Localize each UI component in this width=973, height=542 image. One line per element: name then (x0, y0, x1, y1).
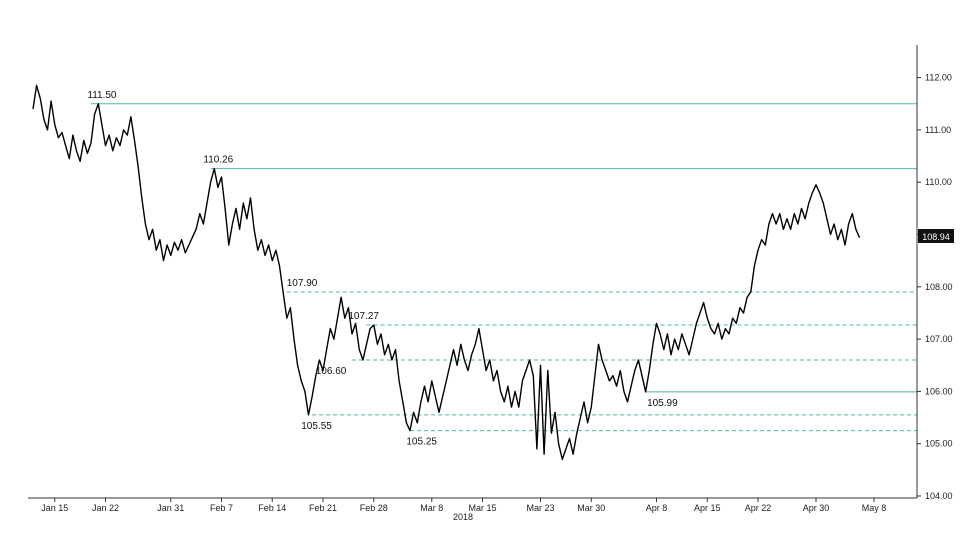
x-tick-label: May 8 (862, 503, 887, 513)
x-tick-label: Apr 30 (803, 503, 830, 513)
x-tick-label: Feb 14 (258, 503, 286, 513)
level-lines: 111.50 110.26 107.90 107.27 106.60 105.99 105.… (87, 90, 917, 448)
x-tick-label: Mar 15 (468, 503, 496, 513)
last-value-badge: 108.94 (918, 229, 954, 243)
level-label: 107.90 (287, 278, 318, 289)
x-tick-label: Feb 7 (210, 503, 233, 513)
x-tick-label: Jan 22 (92, 503, 119, 513)
level-label: 105.99 (647, 398, 678, 409)
last-value-badge-bg (918, 229, 954, 243)
level-label: 105.25 (406, 437, 437, 448)
year-label: 2018 (453, 512, 473, 522)
x-tick-label: Jan 31 (157, 503, 184, 513)
y-tick-label: 112.00 (925, 73, 952, 83)
y-tick-label: 111.00 (925, 125, 951, 135)
x-tick-label: Mar 8 (420, 503, 443, 513)
level-label: 110.26 (203, 155, 233, 166)
level-label: 105.55 (301, 421, 332, 432)
y-tick-label: 105.00 (925, 439, 953, 449)
price-series (32, 84, 861, 461)
level-label: 107.27 (348, 311, 379, 322)
x-tick-label: Apr 22 (745, 503, 772, 513)
level-label: 111.50 (87, 90, 117, 101)
axes (28, 45, 918, 499)
level-label: 106.60 (316, 366, 347, 377)
x-tick-label: Feb 28 (360, 503, 388, 513)
last-value-label: 108.94 (922, 232, 950, 242)
x-tick-label: Jan 15 (41, 503, 68, 513)
x-tick-label: Mar 30 (577, 503, 605, 513)
x-tick-label: Apr 8 (646, 503, 668, 513)
y-tick-label: 104.00 (925, 491, 953, 501)
x-tick-label: Mar 23 (526, 503, 554, 513)
y-tick-label: 110.00 (925, 177, 952, 187)
price-line (32, 84, 861, 461)
y-tick-label: 107.00 (925, 334, 953, 344)
x-tick-label: Apr 15 (694, 503, 721, 513)
x-axis-ticks: Jan 15 Jan 22 Jan 31 Feb 7 Feb 14 Feb 21 Feb 2… (41, 498, 886, 513)
x-tick-label: Feb 21 (309, 503, 337, 513)
y-tick-label: 108.00 (925, 282, 953, 292)
y-axis-ticks: 104.00105.00106.00107.00108.00109.00110.… (917, 73, 953, 501)
y-tick-label: 106.00 (925, 386, 953, 396)
